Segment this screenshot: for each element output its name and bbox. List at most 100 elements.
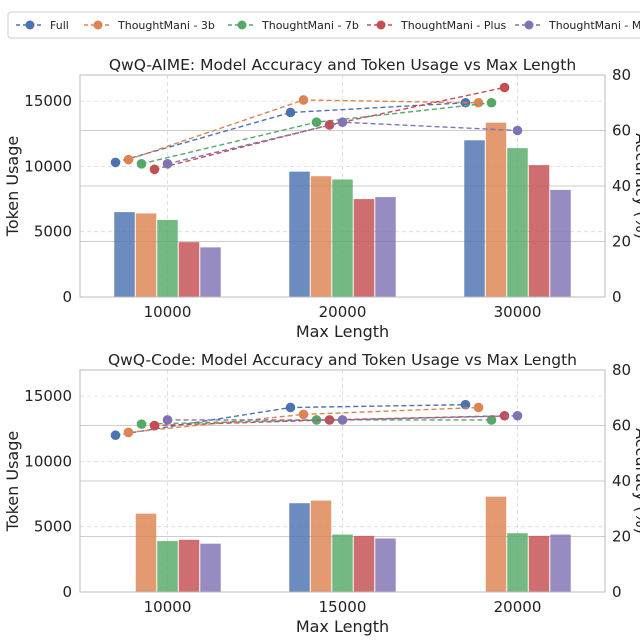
x-tick-2: 30000: [494, 303, 542, 321]
y-tick-3: 15000: [24, 387, 72, 405]
bar-4-1: [375, 197, 396, 297]
bar-1-1: [310, 176, 332, 297]
legend-label-1: ThoughtMani - 3b: [117, 19, 215, 32]
accuracy-point-0-2: [460, 399, 471, 410]
y2-tick-3: 60: [612, 122, 631, 140]
accuracy-line-4: [167, 415, 518, 421]
x-tick-1: 20000: [319, 303, 367, 321]
bar-2-2: [507, 148, 528, 297]
accuracy-point-1-0: [123, 154, 134, 165]
legend-marker-0: [25, 20, 35, 30]
legend-marker-1: [93, 20, 103, 30]
bar-2-1: [332, 534, 353, 592]
chart-code: 0 5000 10000 15000 0 20 40 60 80 10000 15000 20000 Q…: [3, 351, 640, 636]
x-tick-0: 10000: [144, 598, 192, 616]
y2-tick-0: 0: [612, 583, 622, 601]
accuracy-point-3-0: [149, 164, 160, 175]
y-axis-label: Token Usage: [3, 136, 22, 237]
accuracy-point-4-2: [512, 125, 523, 136]
bar-4-0: [200, 247, 221, 297]
y2-tick-4: 80: [612, 66, 631, 84]
accuracy-point-1-2: [473, 402, 484, 413]
y2-tick-0: 0: [612, 288, 622, 306]
bar-3-0: [178, 242, 200, 297]
accuracy-point-2-1: [311, 117, 322, 127]
y2-tick-1: 20: [612, 233, 631, 251]
y-tick-3: 15000: [24, 92, 72, 110]
bar-1-2: [485, 122, 507, 297]
bar-4-0: [200, 543, 221, 592]
chart-title: QwQ-AIME: Model Accuracy and Token Usage…: [109, 56, 576, 74]
accuracy-point-2-0: [136, 419, 147, 429]
bar-1-1: [310, 500, 332, 592]
bar-1-0: [135, 213, 157, 297]
x-axis-label: Max Length: [296, 322, 389, 341]
accuracy-point-4-0: [162, 415, 173, 425]
x-tick-1: 15000: [319, 598, 367, 616]
accuracy-point-0-1: [285, 402, 296, 413]
bar-2-0: [157, 541, 178, 592]
accuracy-line-3: [154, 415, 505, 427]
legend-label-2: ThoughtMani - 7b: [261, 19, 359, 32]
accuracy-point-4-1: [337, 415, 348, 425]
accuracy-point-3-1: [324, 120, 335, 130]
bar-0-1: [289, 171, 310, 297]
accuracy-point-0-0: [110, 157, 121, 168]
accuracy-point-1-1: [298, 95, 309, 105]
legend-marker-2: [237, 20, 247, 30]
bar-3-1: [353, 199, 375, 297]
accuracy-point-1-0: [123, 427, 134, 438]
legend-marker-3: [376, 20, 386, 30]
y-tick-2: 10000: [24, 157, 72, 175]
x-tick-2: 20000: [494, 598, 542, 616]
y-tick-0: 0: [62, 288, 72, 306]
accuracy-line-2: [141, 419, 492, 425]
y-tick-1: 5000: [34, 223, 72, 241]
y-tick-2: 10000: [24, 452, 72, 470]
bar-4-2: [550, 189, 571, 297]
y2-tick-2: 40: [612, 472, 631, 490]
bar-0-1: [289, 503, 310, 592]
bar-4-1: [375, 538, 396, 592]
accuracy-line-1: [128, 406, 479, 434]
legend: Full ThoughtMani - 3b ThoughtMani - 7b Thou…: [7, 11, 640, 39]
y2-tick-2: 40: [612, 177, 631, 195]
chart-title: QwQ-Code: Model Accuracy and Token Usage…: [108, 351, 577, 369]
y2-tick-3: 60: [612, 417, 631, 435]
bar-3-0: [178, 539, 200, 592]
accuracy-point-1-1: [298, 409, 309, 420]
bar-1-0: [135, 513, 157, 592]
bar-0-2: [464, 140, 485, 297]
accuracy-point-4-0: [162, 159, 173, 169]
plot-frame: [79, 74, 606, 298]
accuracy-point-3-0: [149, 420, 160, 431]
x-tick-0: 10000: [144, 303, 192, 321]
y-axis-label: Token Usage: [3, 431, 22, 532]
legend-frame: [7, 11, 640, 39]
accuracy-point-2-2: [486, 415, 497, 425]
legend-label-3: ThoughtMani - Plus: [400, 19, 507, 32]
accuracy-point-4-2: [512, 410, 523, 421]
accuracy-line-0: [115, 102, 466, 164]
accuracy-point-1-2: [473, 97, 484, 108]
y2-axis-label: Accuracy (%): [632, 133, 640, 239]
legend-label-4: ThoughtMani - Max: [548, 19, 640, 32]
accuracy-point-0-1: [285, 107, 296, 118]
bar-3-2: [528, 165, 550, 297]
bar-1-2: [485, 496, 507, 592]
accuracy-point-2-0: [136, 159, 147, 169]
accuracy-point-0-0: [110, 430, 121, 441]
y-tick-0: 0: [62, 583, 72, 601]
bar-3-2: [528, 535, 550, 592]
bar-2-2: [507, 533, 528, 592]
legend-marker-4: [524, 20, 534, 30]
y-tick-1: 5000: [34, 518, 72, 536]
plot-frame: [79, 369, 606, 593]
bar-0-0: [114, 212, 135, 297]
y2-tick-4: 80: [612, 361, 631, 379]
chart-aime: 0 5000 10000 15000 0 20 40 60 80 10000 20000 30000 Q…: [3, 56, 640, 341]
legend-label-0: Full: [50, 19, 69, 32]
bar-2-0: [157, 219, 178, 297]
